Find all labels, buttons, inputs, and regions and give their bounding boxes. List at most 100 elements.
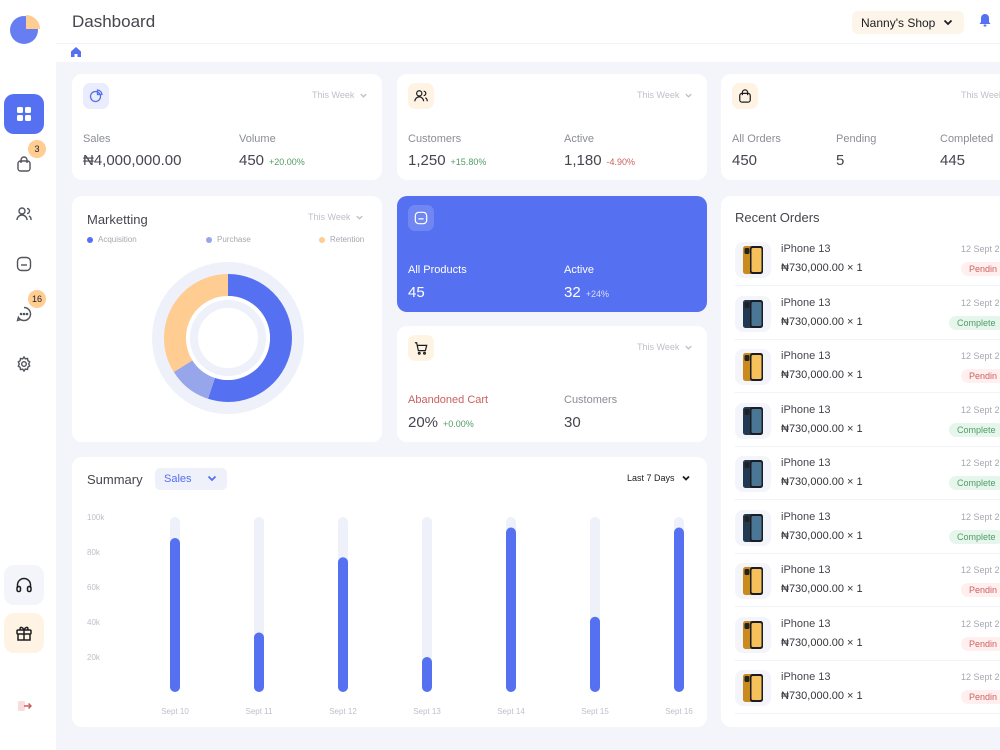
order-date: 12 Sept 2 bbox=[961, 672, 1000, 682]
shop-select[interactable]: Nanny's Shop bbox=[852, 11, 964, 34]
order-row[interactable]: iPhone 13 ₦730,000.00 × 1 12 Sept 2 Pendin bbox=[735, 609, 1000, 661]
order-product-name: iPhone 13 bbox=[781, 671, 831, 683]
bar-sept-14 bbox=[506, 527, 516, 692]
support-button[interactable] bbox=[4, 565, 44, 605]
order-price: ₦730,000.00 × 1 bbox=[781, 529, 863, 542]
gift-button[interactable] bbox=[4, 613, 44, 653]
abandoned-cart-amount: 20% bbox=[408, 414, 439, 431]
products-chip bbox=[408, 205, 434, 231]
customers-label: Customers bbox=[408, 133, 462, 145]
cart-period-select[interactable]: This Week bbox=[637, 342, 693, 352]
phone-icon bbox=[743, 620, 763, 649]
active-products-label: Active bbox=[564, 264, 594, 276]
order-row[interactable]: iPhone 13 ₦730,000.00 × 1 12 Sept 2 Pendin bbox=[735, 662, 1000, 714]
headphones-icon bbox=[16, 577, 32, 593]
active-customers-delta: -4.90% bbox=[606, 157, 636, 167]
orders-chip bbox=[732, 83, 758, 109]
summary-metric-select[interactable]: Sales bbox=[155, 468, 227, 490]
product-thumbnail bbox=[735, 670, 771, 706]
phone-icon bbox=[743, 567, 763, 595]
order-status-badge: Complete bbox=[949, 476, 1000, 490]
x-tick-label: Sept 10 bbox=[161, 707, 189, 716]
phone-icon bbox=[743, 353, 763, 381]
order-price: ₦730,000.00 × 1 bbox=[781, 315, 863, 328]
gift-icon bbox=[16, 626, 32, 641]
customers-period-select[interactable]: This Week bbox=[637, 90, 693, 100]
completed-value: 445 bbox=[940, 152, 966, 169]
cart-card: This Week Abandoned Cart 20% +0.00% Cust… bbox=[397, 326, 707, 442]
legend-label: Retention bbox=[330, 235, 365, 244]
bar-sept-10 bbox=[170, 538, 180, 692]
home-icon[interactable] bbox=[70, 46, 82, 58]
recent-orders-title: Recent Orders bbox=[735, 210, 820, 225]
order-price: ₦730,000.00 × 1 bbox=[781, 262, 863, 274]
grid-icon bbox=[17, 107, 31, 121]
sidebar-item-customers[interactable] bbox=[4, 194, 44, 234]
gear-icon bbox=[17, 356, 31, 372]
legend-dot bbox=[319, 236, 325, 243]
logout-icon bbox=[18, 701, 32, 711]
cart-period-label: This Week bbox=[637, 342, 680, 352]
legend-dot bbox=[87, 236, 93, 243]
marketing-period-select[interactable]: This Week bbox=[308, 212, 364, 222]
phone-icon bbox=[743, 246, 763, 274]
users-icon bbox=[16, 207, 32, 221]
folder-icon bbox=[414, 211, 428, 225]
summary-title: Summary bbox=[87, 472, 143, 487]
phone-icon bbox=[743, 460, 763, 488]
order-status-badge: Pendin bbox=[961, 690, 1000, 704]
y-tick-label: 60k bbox=[87, 583, 101, 592]
sidebar-item-inventory[interactable] bbox=[4, 244, 44, 284]
order-row[interactable]: iPhone 13 ₦730,000.00 × 1 12 Sept 2 Pendin bbox=[735, 341, 1000, 393]
orders-period-label: This Week bbox=[961, 90, 1000, 100]
users-icon bbox=[414, 90, 428, 102]
active-products-value: 32 +24% bbox=[564, 284, 609, 301]
active-customers-label: Active bbox=[564, 133, 594, 145]
legend-purchase: Purchase bbox=[206, 235, 251, 244]
bar-sept-12 bbox=[338, 557, 348, 692]
logout-button[interactable] bbox=[4, 686, 44, 726]
order-status-badge: Pendin bbox=[961, 262, 1000, 276]
active-products-delta: +24% bbox=[585, 289, 609, 299]
order-product-name: iPhone 13 bbox=[781, 617, 831, 630]
marketing-donut bbox=[152, 262, 304, 414]
sidebar: 3 16 bbox=[0, 0, 56, 750]
bar-track bbox=[422, 517, 432, 692]
breadcrumb bbox=[56, 44, 1000, 62]
phone-icon bbox=[743, 674, 763, 702]
sidebar-item-dashboard[interactable] bbox=[4, 94, 44, 134]
summary-range-select[interactable]: Last 7 Days bbox=[627, 473, 691, 483]
order-row[interactable]: iPhone 13 ₦730,000.00 × 1 12 Sept 2 Pendin bbox=[735, 234, 1000, 286]
order-date: 12 Sept 2 bbox=[961, 618, 1000, 629]
order-row[interactable]: iPhone 13 ₦730,000.00 × 1 12 Sept 2 Pendin bbox=[735, 555, 1000, 607]
logo-icon bbox=[10, 15, 40, 44]
bar-sept-15 bbox=[590, 616, 600, 692]
cart-chip bbox=[408, 335, 434, 361]
sidebar-item-settings[interactable] bbox=[4, 344, 44, 384]
order-row[interactable]: iPhone 13 ₦730,000.00 × 1 12 Sept 2 Complet… bbox=[735, 448, 1000, 500]
abandoned-cart-value: 20% +0.00% bbox=[408, 414, 474, 431]
chevron-down-icon bbox=[360, 93, 368, 98]
sales-value: ₦4,000,000.00 bbox=[83, 152, 181, 169]
sidebar-item-conversations[interactable]: 16 bbox=[4, 290, 46, 334]
active-customers-amount: 1,180 bbox=[564, 152, 602, 169]
order-row[interactable]: iPhone 13 ₦730,000.00 × 1 12 Sept 2 Complet… bbox=[735, 395, 1000, 447]
product-thumbnail bbox=[735, 509, 771, 546]
sales-period-select[interactable]: This Week bbox=[312, 90, 368, 100]
pending-value: 5 bbox=[836, 152, 845, 169]
sidebar-item-orders[interactable]: 3 bbox=[4, 140, 46, 184]
order-date: 12 Sept 2 bbox=[961, 565, 1000, 575]
chevron-down-icon bbox=[356, 215, 364, 220]
orders-period-select[interactable]: This Week bbox=[961, 90, 1000, 100]
legend-retention: Retention bbox=[319, 235, 364, 244]
order-price: ₦730,000.00 × 1 bbox=[781, 369, 863, 381]
active-customers-value: 1,180 -4.90% bbox=[564, 152, 635, 169]
bag-icon bbox=[17, 156, 31, 172]
all-orders-value: 450 bbox=[732, 152, 758, 169]
sales-label: Sales bbox=[83, 133, 111, 145]
bar-sept-16 bbox=[674, 527, 684, 692]
order-row[interactable]: iPhone 13 ₦730,000.00 × 1 12 Sept 2 Complet… bbox=[735, 288, 1000, 340]
bar-sept-13 bbox=[422, 657, 432, 692]
order-row[interactable]: iPhone 13 ₦730,000.00 × 1 12 Sept 2 Complet… bbox=[735, 502, 1000, 554]
notification-bell-icon[interactable] bbox=[978, 13, 992, 27]
